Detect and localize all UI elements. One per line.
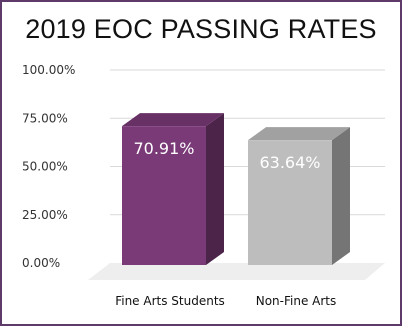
y-tick-label: 75.00% — [22, 111, 68, 125]
data-label: 63.64% — [259, 153, 320, 172]
bar-side — [206, 113, 224, 265]
y-axis-ticks: 0.00% 25.00% 50.00% 75.00% 100.00% — [22, 63, 75, 270]
chart-floor — [88, 263, 385, 280]
category-labels: Fine Arts Students Non-Fine Arts — [115, 294, 336, 308]
category-label: Non-Fine Arts — [256, 294, 337, 308]
y-tick-label: 0.00% — [22, 256, 60, 270]
category-label: Fine Arts Students — [115, 294, 225, 308]
bar-side — [332, 127, 350, 265]
bars: 70.91% 63.64% — [122, 113, 350, 265]
y-tick-label: 100.00% — [22, 63, 75, 77]
y-tick-label: 25.00% — [22, 208, 68, 222]
bar-1: 63.64% — [248, 127, 350, 265]
floor-plane — [88, 263, 385, 280]
y-tick-label: 50.00% — [22, 160, 68, 174]
data-label: 70.91% — [133, 139, 194, 158]
bar-0: 70.91% — [122, 113, 224, 265]
